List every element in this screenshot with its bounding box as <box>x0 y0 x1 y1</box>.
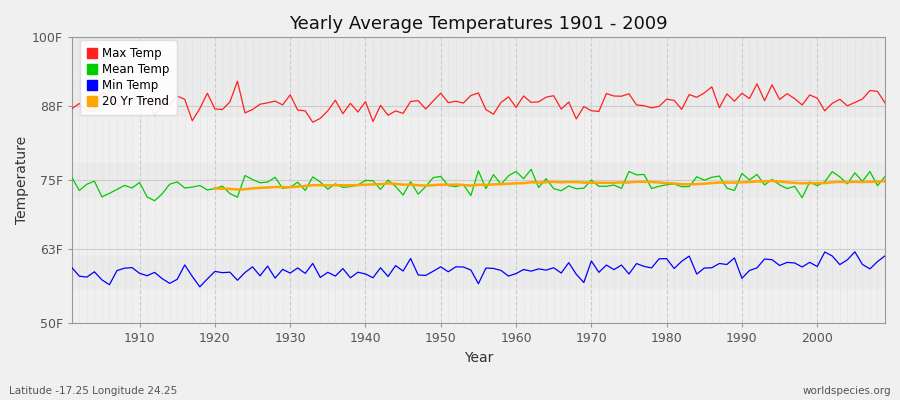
Bar <box>72 255 885 289</box>
X-axis label: Year: Year <box>464 351 493 365</box>
Text: Latitude -17.25 Longitude 24.25: Latitude -17.25 Longitude 24.25 <box>9 386 177 396</box>
Legend: Max Temp, Mean Temp, Min Temp, 20 Yr Trend: Max Temp, Mean Temp, Min Temp, 20 Yr Tre… <box>80 40 176 115</box>
Title: Yearly Average Temperatures 1901 - 2009: Yearly Average Temperatures 1901 - 2009 <box>289 15 668 33</box>
Text: worldspecies.org: worldspecies.org <box>803 386 891 396</box>
Bar <box>72 163 885 198</box>
Bar <box>72 37 885 118</box>
Y-axis label: Temperature: Temperature <box>15 136 29 224</box>
